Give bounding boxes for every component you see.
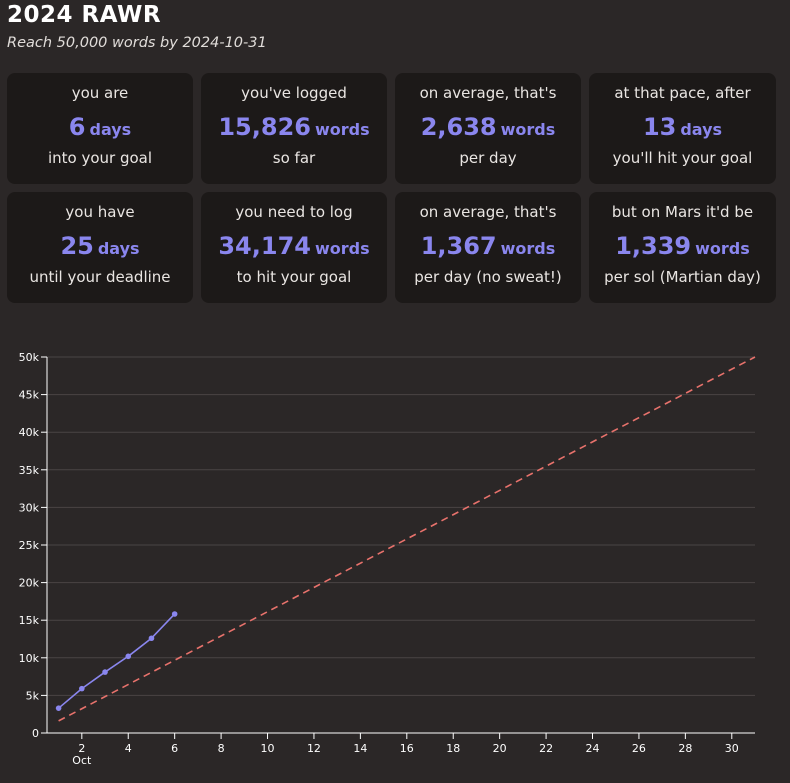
y-tick-label: 25k bbox=[19, 539, 40, 552]
x-tick-label: 16 bbox=[400, 742, 414, 755]
x-tick-label: 24 bbox=[586, 742, 600, 755]
y-tick-label: 45k bbox=[19, 389, 40, 402]
stat-card-value-row: 34,174 words bbox=[218, 229, 369, 263]
stat-card-unit: words bbox=[695, 239, 750, 258]
stat-card-unit: days bbox=[680, 120, 723, 139]
x-tick-label: 10 bbox=[261, 742, 275, 755]
goal-subtitle: Reach 50,000 words by 2024-10-31 bbox=[7, 35, 267, 51]
stat-card-unit: words bbox=[500, 239, 556, 258]
data-point bbox=[79, 685, 85, 692]
stat-card-footer: you'll hit your goal bbox=[612, 149, 753, 167]
stat-card-days-to-goal: at that pace, after 13 days you'll hit yo… bbox=[589, 73, 776, 184]
stat-card-unit: days bbox=[97, 239, 140, 258]
stat-card-footer: until your deadline bbox=[29, 268, 171, 286]
stat-card-value-row: 6 days bbox=[69, 110, 131, 144]
stat-card-caption: you are bbox=[71, 84, 129, 102]
x-tick-label: 18 bbox=[446, 742, 460, 755]
data-point bbox=[171, 611, 178, 617]
y-tick-label: 35k bbox=[19, 464, 40, 477]
target-pace-line bbox=[58, 356, 756, 722]
y-tick-label: 15k bbox=[19, 614, 40, 627]
stat-card-value: 34,174 bbox=[218, 232, 311, 260]
stat-card-caption: at that pace, after bbox=[614, 84, 751, 102]
data-point bbox=[148, 635, 155, 642]
stat-card-caption: you've logged bbox=[241, 84, 347, 102]
y-tick-label: 20k bbox=[19, 577, 40, 590]
page-title: 2024 RAWR bbox=[7, 2, 162, 28]
x-tick-label: 20 bbox=[493, 742, 507, 755]
x-tick-label: 14 bbox=[353, 742, 367, 755]
stat-card-value-row: 15,826 words bbox=[218, 110, 369, 144]
stat-card-caption: you need to log bbox=[235, 203, 353, 221]
x-tick-label: 28 bbox=[678, 742, 692, 755]
words-logged-line bbox=[58, 613, 176, 709]
stat-card-footer: per sol (Martian day) bbox=[604, 268, 761, 286]
stat-card-footer: so far bbox=[272, 149, 316, 167]
x-tick-label: 8 bbox=[218, 742, 225, 755]
stat-card-value: 13 bbox=[642, 113, 677, 141]
data-point bbox=[102, 669, 108, 675]
stat-card-value: 1,367 bbox=[420, 232, 497, 260]
stat-card-value-row: 1,339 words bbox=[615, 229, 750, 263]
y-tick-label: 0 bbox=[32, 727, 39, 740]
x-tick-label: 12 bbox=[307, 742, 321, 755]
x-tick-label: 4 bbox=[125, 742, 132, 755]
y-tick-label: 5k bbox=[26, 689, 40, 702]
y-tick-label: 50k bbox=[19, 351, 40, 364]
stat-card-value-row: 25 days bbox=[60, 229, 139, 263]
data-point bbox=[125, 653, 132, 660]
stat-card-mars: but on Mars it'd be 1,339 words per sol (… bbox=[589, 192, 776, 303]
x-tick-label: 30 bbox=[725, 742, 739, 755]
stat-card-value: 25 bbox=[60, 232, 94, 260]
stat-card-required-avg: on average, that's 1,367 words per day (n… bbox=[395, 192, 581, 303]
stat-card-footer: per day (no sweat!) bbox=[414, 268, 562, 286]
stat-card-footer: per day bbox=[459, 149, 517, 167]
stat-card-unit: words bbox=[314, 239, 370, 258]
stat-card-value: 6 bbox=[68, 113, 86, 141]
stat-card-footer: to hit your goal bbox=[236, 268, 352, 286]
stat-card-value: 1,339 bbox=[615, 232, 692, 260]
x-tick-label: 22 bbox=[539, 742, 553, 755]
stat-card-avg-per-day: on average, that's 2,638 words per day bbox=[395, 73, 581, 184]
x-month-label: Oct bbox=[72, 754, 92, 767]
stat-card-caption: on average, that's bbox=[419, 84, 557, 102]
y-tick-label: 10k bbox=[19, 652, 40, 665]
stat-card-unit: words bbox=[314, 120, 370, 139]
stat-card-caption: but on Mars it'd be bbox=[611, 203, 754, 221]
x-tick-label: 26 bbox=[632, 742, 646, 755]
stat-card-value-row: 1,367 words bbox=[421, 229, 556, 263]
stat-card-words-logged: you've logged 15,826 words so far bbox=[201, 73, 387, 184]
y-tick-label: 40k bbox=[19, 426, 40, 439]
stat-card-words-needed: you need to log 34,174 words to hit your … bbox=[201, 192, 387, 303]
y-tick-label: 30k bbox=[19, 501, 40, 514]
stat-card-footer: into your goal bbox=[47, 149, 153, 167]
data-point bbox=[55, 705, 62, 711]
stats-grid: you are 6 days into your goal you've logg… bbox=[7, 73, 780, 303]
stat-card-value: 15,826 bbox=[218, 113, 311, 141]
stat-card-value-row: 13 days bbox=[643, 110, 722, 144]
stat-card-unit: words bbox=[500, 120, 556, 139]
stat-card-unit: days bbox=[89, 120, 132, 139]
x-tick-label: 6 bbox=[171, 742, 178, 755]
stat-card-caption: you have bbox=[65, 203, 135, 221]
x-tick-label: 2 bbox=[78, 742, 85, 755]
stat-card-days-left: you have 25 days until your deadline bbox=[7, 192, 193, 303]
stat-card-value-row: 2,638 words bbox=[421, 110, 556, 144]
stat-card-value: 2,638 bbox=[420, 113, 497, 141]
stat-card-days-in: you are 6 days into your goal bbox=[7, 73, 193, 184]
stat-card-caption: on average, that's bbox=[419, 203, 557, 221]
